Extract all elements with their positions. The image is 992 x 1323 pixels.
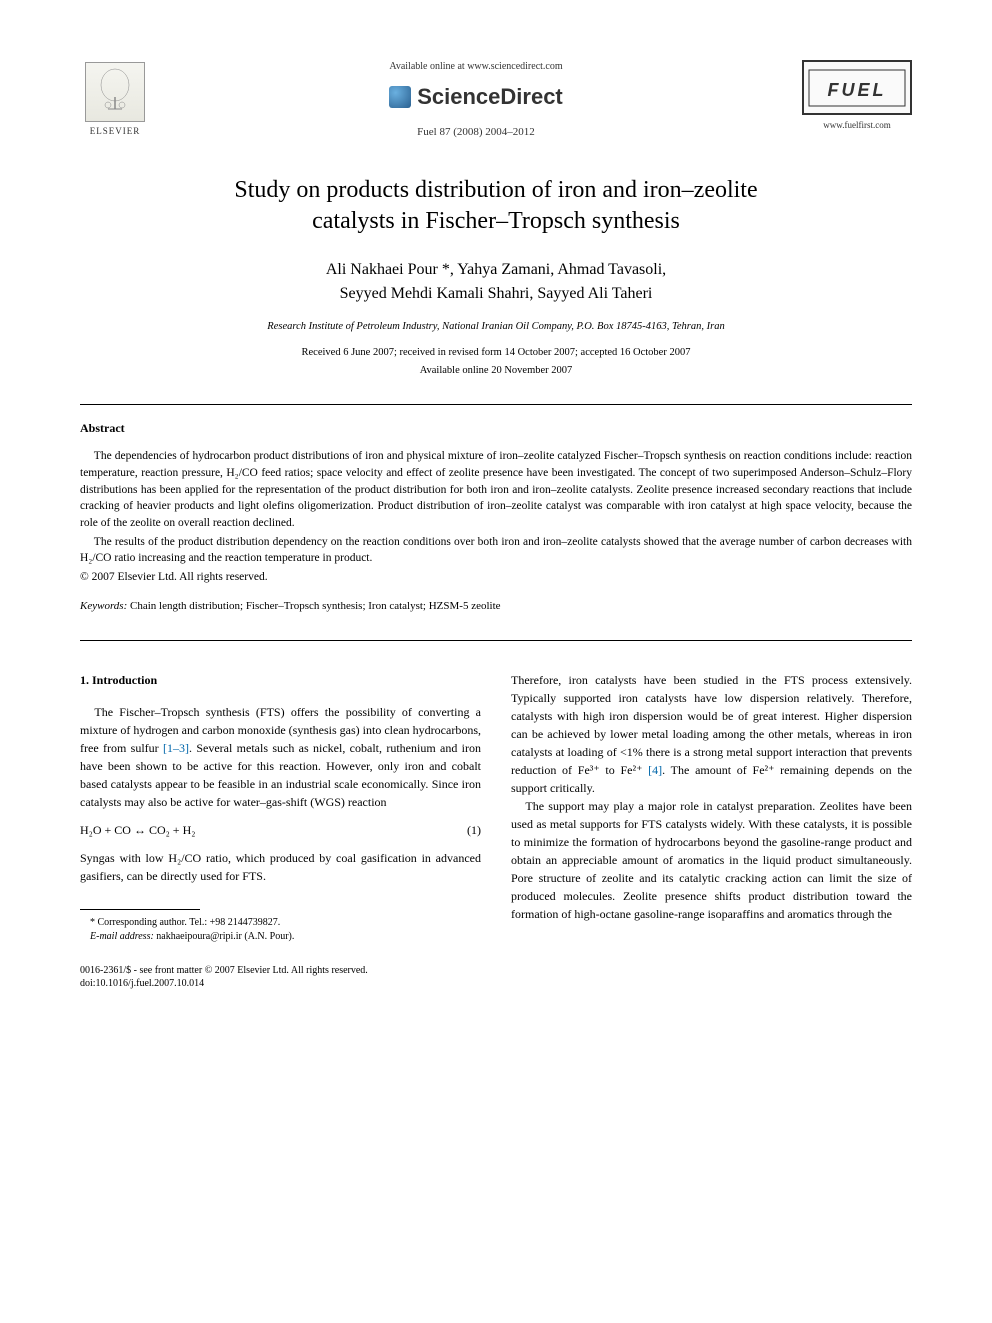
footnote-corresponding: * Corresponding author. Tel.: +98 214473…: [80, 916, 481, 930]
left-column: 1. Introduction The Fischer–Tropsch synt…: [80, 671, 481, 944]
footnote-email-address[interactable]: nakhaeipoura@ripi.ir: [154, 931, 245, 942]
journal-reference: Fuel 87 (2008) 2004–2012: [170, 125, 782, 140]
right-column: Therefore, iron catalysts have been stud…: [511, 671, 912, 944]
intro-p4: The support may play a major role in cat…: [511, 797, 912, 923]
divider-bottom: [80, 640, 912, 641]
ref-link-4[interactable]: [4]: [648, 763, 662, 777]
sciencedirect-text: ScienceDirect: [417, 82, 563, 113]
fuel-journal-logo: FUEL www.fuelfirst.com: [802, 60, 912, 132]
fuel-url: www.fuelfirst.com: [802, 119, 912, 132]
footer-line2: doi:10.1016/j.fuel.2007.10.014: [80, 977, 912, 990]
sciencedirect-icon: [389, 86, 411, 108]
keywords-label: Keywords:: [80, 600, 127, 612]
intro-p1: The Fischer–Tropsch synthesis (FTS) offe…: [80, 703, 481, 811]
ref-link-1-3[interactable]: [1–3]: [163, 741, 189, 755]
body-columns: 1. Introduction The Fischer–Tropsch synt…: [80, 671, 912, 944]
intro-p2: Syngas with low H₂/CO ratio, which produ…: [80, 849, 481, 885]
article-title: Study on products distribution of iron a…: [80, 175, 912, 237]
authors-line2: Seyyed Mehdi Kamali Shahri, Sayyed Ali T…: [340, 285, 653, 302]
abstract-p2: The results of the product distribution …: [80, 534, 912, 567]
fuel-logo-box: FUEL: [802, 60, 912, 115]
authors: Ali Nakhaei Pour *, Yahya Zamani, Ahmad …: [80, 258, 912, 306]
footnote-email-label: E-mail address:: [90, 931, 154, 942]
abstract-heading: Abstract: [80, 420, 912, 437]
available-date: Available online 20 November 2007: [80, 364, 912, 379]
equation-1-formula: H₂O + CO ↔ CO₂ + H₂: [80, 821, 195, 839]
title-line2: catalysts in Fischer–Tropsch synthesis: [312, 208, 680, 234]
intro-heading: 1. Introduction: [80, 671, 481, 689]
footnote-email-suffix: (A.N. Pour).: [244, 931, 294, 942]
journal-header: ELSEVIER Available online at www.science…: [80, 60, 912, 140]
affiliation: Research Institute of Petroleum Industry…: [80, 320, 912, 335]
center-header: Available online at www.sciencedirect.co…: [150, 60, 802, 140]
footer-line1: 0016-2361/$ - see front matter © 2007 El…: [80, 964, 912, 977]
elsevier-tree-icon: [85, 62, 145, 122]
elsevier-logo: ELSEVIER: [80, 60, 150, 140]
keywords: Keywords: Chain length distribution; Fis…: [80, 599, 912, 614]
equation-1-number: (1): [467, 821, 481, 839]
abstract-p1: The dependencies of hydrocarbon product …: [80, 448, 912, 531]
received-dates: Received 6 June 2007; received in revise…: [80, 346, 912, 361]
authors-line1: Ali Nakhaei Pour *, Yahya Zamani, Ahmad …: [326, 261, 666, 278]
divider-top: [80, 404, 912, 405]
intro-p3-a: Therefore, iron catalysts have been stud…: [511, 673, 912, 777]
svg-text:FUEL: FUEL: [828, 80, 887, 100]
intro-p3: Therefore, iron catalysts have been stud…: [511, 671, 912, 797]
elsevier-label: ELSEVIER: [90, 125, 141, 138]
footnote-divider: [80, 909, 200, 910]
available-online-text: Available online at www.sciencedirect.co…: [170, 60, 782, 74]
keywords-text: Chain length distribution; Fischer–Trops…: [127, 600, 500, 612]
abstract-copyright: © 2007 Elsevier Ltd. All rights reserved…: [80, 569, 912, 585]
equation-1: H₂O + CO ↔ CO₂ + H₂ (1): [80, 821, 481, 839]
page-footer: 0016-2361/$ - see front matter © 2007 El…: [80, 964, 912, 990]
title-line1: Study on products distribution of iron a…: [234, 177, 757, 203]
sciencedirect-brand: ScienceDirect: [170, 82, 782, 113]
footnote-email: E-mail address: nakhaeipoura@ripi.ir (A.…: [80, 930, 481, 944]
